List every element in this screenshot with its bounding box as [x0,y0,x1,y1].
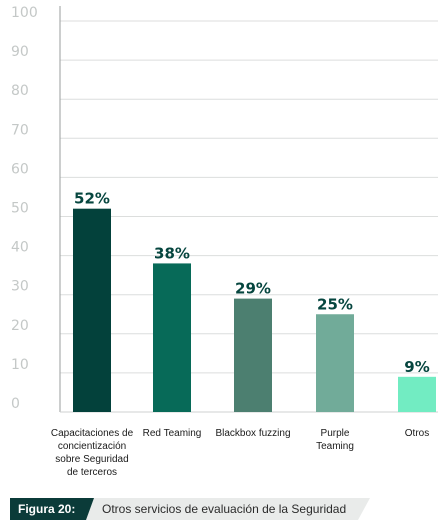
y-tick-label: 80 [11,83,29,99]
y-tick-label: 20 [11,318,29,334]
y-tick-label: 60 [11,161,29,177]
data-label: 25% [317,295,353,313]
x-tick-label: Red Teaming [142,428,202,439]
bar [234,298,272,412]
y-tick-label: 70 [11,122,29,138]
bar-chart: 0 10 20 30 40 50 60 70 80 90 100 52% 38% 29% 25% 9% [11,5,438,413]
x-tick-label: Blackbox fuzzing [215,428,291,439]
x-tick-label: Capacitaciones de concientización sobre … [50,428,134,478]
data-label: 9% [404,358,429,376]
bar [398,376,436,412]
y-tick-label: 10 [11,357,29,373]
bar [153,263,191,412]
data-label: 29% [235,280,271,298]
caption-text: Otros servicios de evaluación de la Segu… [102,502,347,516]
bar [73,208,111,412]
y-tick-label: 100 [11,5,38,21]
bar [316,314,354,412]
y-tick-label: 30 [11,279,29,295]
x-tick-label: Purple Teaming [316,428,354,452]
y-tick-label: 0 [11,396,20,412]
data-label: 38% [154,244,190,262]
y-tick-label: 40 [11,240,29,256]
data-label: 52% [74,190,110,208]
caption-background [10,498,370,520]
figure-caption: Figura 20: Otros servicios de evaluación… [10,498,370,520]
caption-tag: Figura 20: [10,498,94,520]
y-tick-label: 50 [11,201,29,217]
x-tick-label: Otros [404,428,430,439]
y-tick-label: 90 [11,44,29,60]
